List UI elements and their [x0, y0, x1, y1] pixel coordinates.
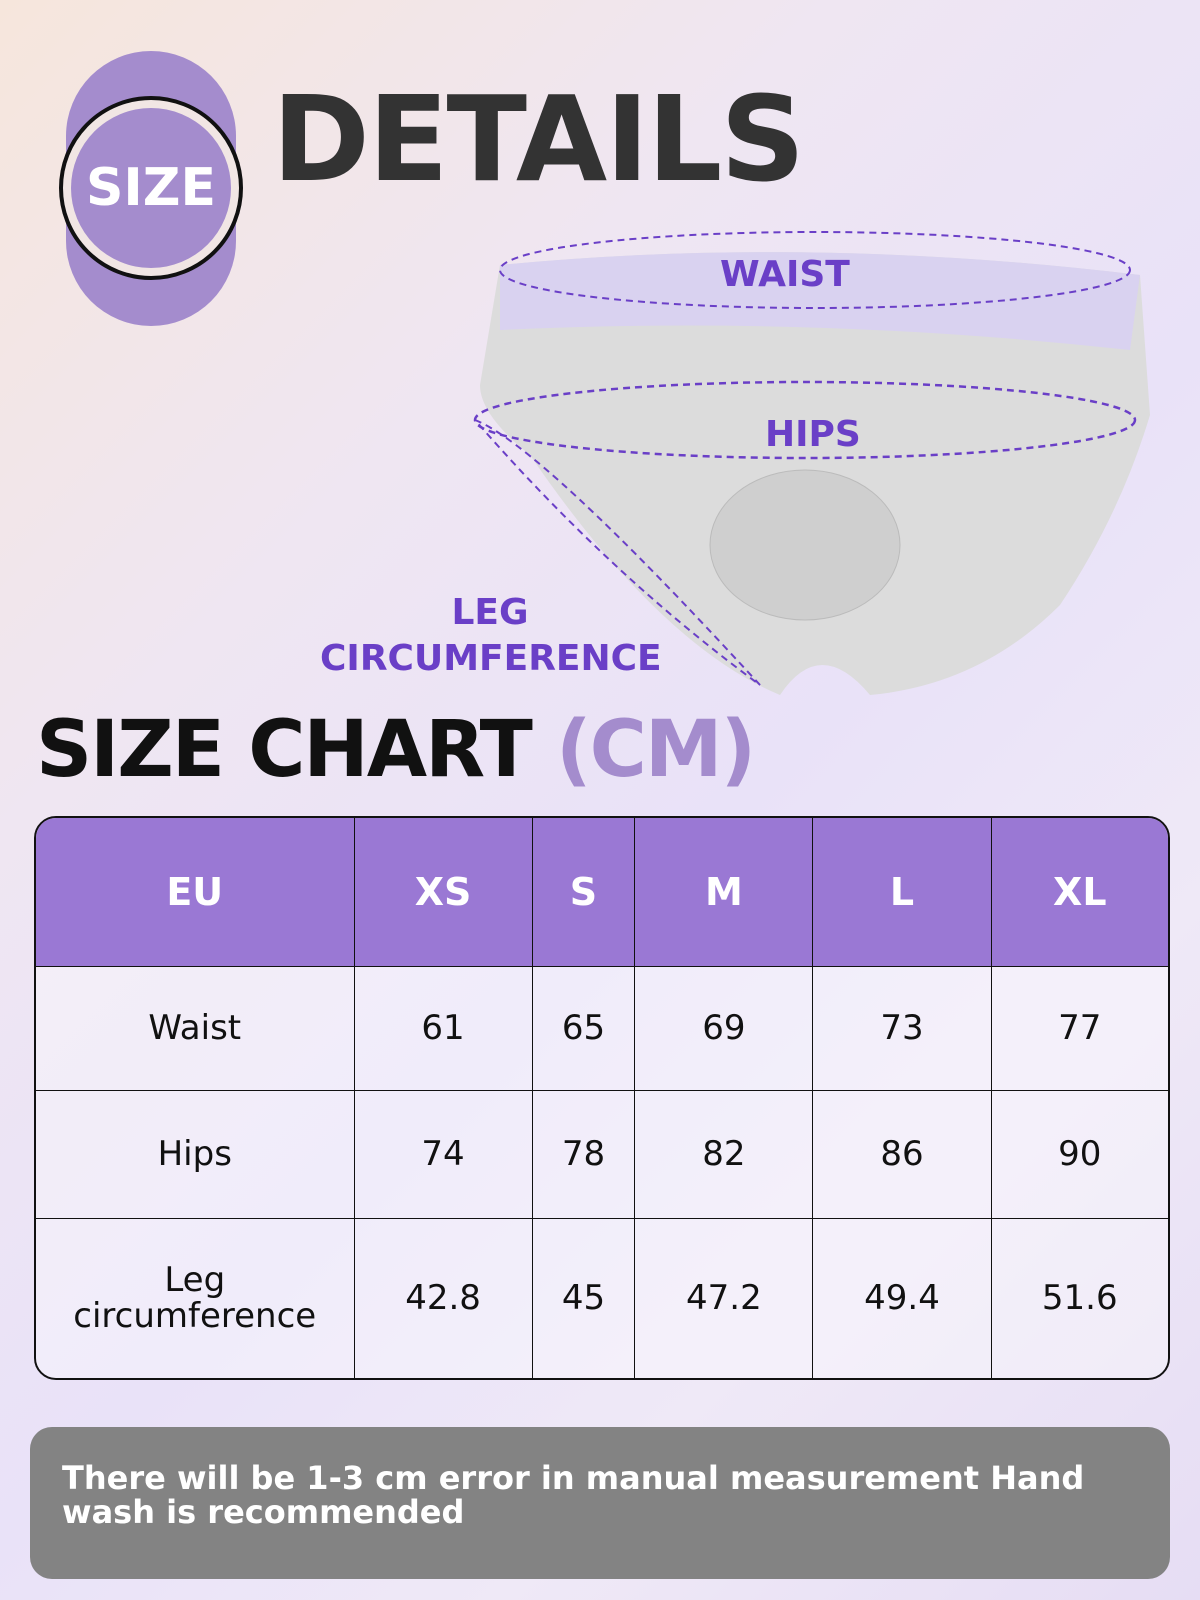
table-row: Hips 74 78 82 86 90 — [36, 1089, 1168, 1219]
chart-title-text: SIZE CHART — [36, 705, 533, 795]
leg-line — [474, 419, 761, 686]
size-badge: SIZE — [59, 96, 243, 280]
row-label-line1: Leg — [164, 1260, 226, 1301]
briefs-illustration — [473, 231, 1150, 695]
table-header-row: EU XS S M L XL — [36, 818, 1168, 967]
table-cell: 69 — [634, 965, 814, 1091]
header-cell: EU — [36, 818, 355, 967]
briefs-waistband — [500, 252, 1140, 350]
briefs-pad — [709, 469, 901, 621]
page-title: DETAILS — [272, 70, 805, 208]
table-cell: 77 — [990, 965, 1168, 1091]
table-cell: 51.6 — [990, 1217, 1168, 1378]
table-cell: 90 — [990, 1089, 1168, 1219]
table-row: Waist 61 65 69 73 77 — [36, 965, 1168, 1091]
table-row: Leg circumference 42.8 45 47.2 49.4 51.6 — [36, 1217, 1168, 1378]
header-cell: XL — [990, 818, 1168, 967]
size-table: EU XS S M L XL Waist 61 65 69 73 77 Hips… — [34, 816, 1170, 1380]
table-cell: 42.8 — [353, 1217, 533, 1378]
table-cell: 73 — [812, 965, 992, 1091]
table-cell: 49.4 — [812, 1217, 992, 1378]
size-chart-title: SIZE CHART (CM) — [36, 705, 756, 795]
table-cell: 61 — [353, 965, 533, 1091]
care-note: There will be 1-3 cm error in manual mea… — [30, 1427, 1170, 1579]
table-cell: 45 — [531, 1217, 636, 1378]
waist-line — [499, 231, 1131, 309]
header-cell: L — [812, 818, 992, 967]
row-label: Leg circumference — [36, 1217, 355, 1378]
table-cell: 86 — [812, 1089, 992, 1219]
header-cell: S — [531, 818, 636, 967]
leg-label-line1: LEG — [451, 592, 529, 633]
row-label-line2: circumference — [73, 1296, 317, 1337]
row-label: Waist — [36, 965, 355, 1091]
header-cell: XS — [353, 818, 533, 967]
table-cell: 65 — [531, 965, 636, 1091]
row-label: Hips — [36, 1089, 355, 1219]
table-cell: 47.2 — [634, 1217, 814, 1378]
waist-label: WAIST — [720, 254, 850, 295]
header-cell: M — [634, 818, 814, 967]
leg-circumference-label: LEG CIRCUMFERENCE — [320, 590, 662, 682]
chart-unit: (CM) — [556, 705, 756, 795]
table-cell: 74 — [353, 1089, 533, 1219]
table-cell: 82 — [634, 1089, 814, 1219]
leg-label-line2: CIRCUMFERENCE — [320, 638, 662, 679]
hips-label: HIPS — [765, 414, 861, 455]
size-badge-label: SIZE — [71, 108, 231, 268]
table-cell: 78 — [531, 1089, 636, 1219]
